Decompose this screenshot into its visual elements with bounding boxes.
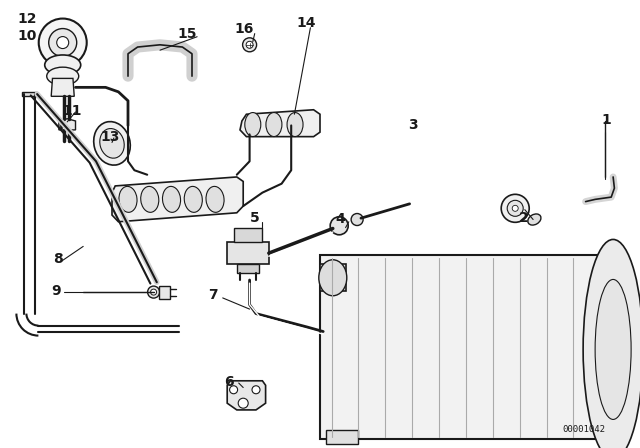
Polygon shape: [234, 228, 262, 242]
Circle shape: [148, 286, 159, 298]
Ellipse shape: [287, 112, 303, 137]
Ellipse shape: [583, 239, 640, 448]
Circle shape: [351, 214, 363, 225]
Text: 2: 2: [518, 211, 529, 225]
Ellipse shape: [141, 186, 159, 212]
Polygon shape: [59, 119, 76, 130]
Polygon shape: [326, 430, 358, 444]
Text: 10: 10: [17, 29, 36, 43]
Polygon shape: [227, 242, 269, 264]
Polygon shape: [227, 381, 266, 410]
Polygon shape: [240, 110, 320, 137]
Circle shape: [150, 289, 157, 295]
Text: 12: 12: [17, 12, 36, 26]
Ellipse shape: [184, 186, 202, 212]
Ellipse shape: [100, 129, 124, 158]
Text: 4: 4: [335, 211, 346, 226]
Text: 6: 6: [224, 375, 234, 389]
Ellipse shape: [595, 280, 631, 419]
Circle shape: [330, 217, 348, 235]
Text: 8: 8: [52, 252, 63, 266]
Circle shape: [508, 200, 524, 216]
Ellipse shape: [266, 112, 282, 137]
Polygon shape: [320, 255, 613, 439]
Polygon shape: [22, 92, 37, 96]
Ellipse shape: [119, 186, 137, 212]
Text: 13: 13: [100, 129, 120, 144]
Text: 16: 16: [235, 22, 254, 36]
Circle shape: [49, 29, 77, 56]
Polygon shape: [320, 264, 346, 291]
Ellipse shape: [47, 67, 79, 85]
Polygon shape: [237, 264, 259, 273]
Ellipse shape: [45, 55, 81, 75]
Circle shape: [501, 194, 529, 222]
Text: 7: 7: [207, 288, 218, 302]
Circle shape: [38, 18, 87, 67]
Ellipse shape: [245, 112, 261, 137]
Circle shape: [243, 38, 257, 52]
Ellipse shape: [206, 186, 224, 212]
Text: 14: 14: [296, 16, 316, 30]
Circle shape: [246, 41, 253, 48]
Circle shape: [230, 386, 237, 394]
Text: 00001042: 00001042: [562, 425, 605, 434]
Ellipse shape: [319, 260, 347, 296]
Ellipse shape: [93, 121, 131, 165]
Ellipse shape: [163, 186, 180, 212]
Polygon shape: [159, 286, 170, 299]
Text: 11: 11: [63, 104, 82, 118]
Circle shape: [512, 205, 518, 211]
Circle shape: [252, 386, 260, 394]
Polygon shape: [51, 78, 74, 96]
Text: 9: 9: [51, 284, 61, 298]
Ellipse shape: [528, 214, 541, 225]
Text: 5: 5: [250, 211, 260, 225]
Text: 1: 1: [602, 113, 612, 127]
Text: 15: 15: [177, 26, 196, 41]
Circle shape: [57, 37, 68, 48]
Polygon shape: [112, 177, 243, 222]
Text: 3: 3: [408, 117, 418, 132]
Circle shape: [238, 398, 248, 408]
